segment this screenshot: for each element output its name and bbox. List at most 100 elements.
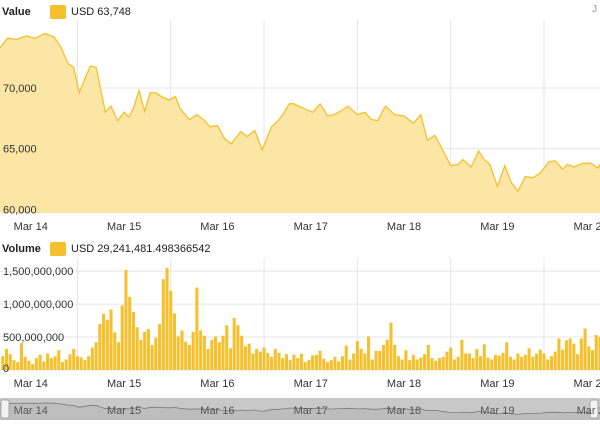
volume-bar [221,335,225,370]
volume-bar [434,360,438,370]
volume-bar [546,359,550,370]
volume-bar [120,305,124,370]
volume-bar [187,345,191,370]
volume-bar [538,349,542,370]
value-x-tick-label: Mar 15 [107,221,141,233]
navigator-x-tick-label: Mar 16 [200,405,234,417]
value-y-tick-label: 60,000 [3,204,37,216]
volume-x-tick-label: Mar 15 [107,378,141,390]
value-x-tick-label: Mar 19 [480,221,514,233]
volume-bar [549,356,554,370]
volume-bar [535,353,539,370]
volume-bar [591,350,595,370]
volume-bar [299,353,303,370]
volume-y-tick-label: 0 [3,363,9,375]
navigator-handle-left[interactable] [0,399,10,419]
volume-bar [180,330,184,370]
volume-bar [516,353,520,370]
volume-bar [240,335,244,370]
volume-bar [583,328,587,370]
volume-bar [281,358,285,370]
volume-bar [158,323,162,370]
volume-bar [378,350,382,370]
volume-bar [475,348,479,370]
volume-bar [161,279,165,370]
volume-bar [273,348,277,370]
volume-bar [64,359,68,370]
volume-bar [124,269,128,370]
value-legend-label: Value [2,6,31,18]
volume-bar [564,340,568,370]
value-legend-readout: USD 63,748 [71,6,131,18]
value-x-axis: Mar 14 Mar 15 Mar 16 Mar 17 Mar 18 Mar 19 Mar … [14,221,600,233]
volume-bar [363,353,367,370]
volume-bar [8,354,12,370]
value-area-fill [0,33,600,214]
volume-bar [210,339,214,370]
volume-bar [262,347,266,370]
volume-x-tick-label: Mar 16 [200,378,234,390]
volume-bar [270,356,274,370]
volume-bar [214,336,218,370]
value-x-tick-label: Mar 14 [14,221,48,233]
volume-bar [284,354,288,370]
volume-bar [329,360,333,370]
volume-bar [512,359,516,370]
volume-bar [243,346,247,370]
volume-bar [202,335,206,370]
volume-bar [553,351,557,370]
volume-bar [359,348,363,370]
volume-bar [83,360,87,370]
volume-bar [251,353,255,370]
volume-bar [505,342,509,370]
volume-bars[interactable] [1,267,600,370]
navigator-x-tick-label: Mar 18 [387,405,421,417]
navigator-x-tick-label: Mar 2 [577,405,600,417]
volume-bar [247,343,251,370]
volume-bar [195,287,199,370]
navigator[interactable]: Mar 14 Mar 15 Mar 16 Mar 17 Mar 18 Mar 19 Mar … [0,398,600,420]
volume-bar [288,360,292,370]
volume-bar [464,353,468,370]
volume-bar [255,348,259,370]
volume-y-tick-label: 1,500,000,000 [3,266,73,278]
volume-bar [523,354,527,370]
volume-bar [594,335,598,370]
volume-bar [46,353,50,370]
volume-x-tick-label: Mar 18 [387,378,421,390]
volume-bar [57,350,61,370]
volume-bar [598,337,600,370]
volume-bar [191,331,195,370]
volume-bar [49,358,53,370]
volume-bar [340,356,344,370]
volume-bar [232,318,236,370]
volume-bar [314,354,318,370]
volume-bar [352,353,356,370]
volume-bar [94,342,98,370]
value-y-tick-label: 70,000 [3,83,37,95]
volume-legend[interactable]: Volume USD 29,241,481.498366542 [0,240,210,258]
volume-bar [527,348,531,370]
value-legend[interactable]: Value USD 63,748 [0,3,131,21]
volume-bar [441,356,445,370]
volume-x-tick-label: Mar 17 [294,378,328,390]
volume-bar [60,362,65,370]
volume-x-axis: Mar 14 Mar 15 Mar 16 Mar 17 Mar 18 Mar 19 Mar … [14,378,600,390]
volume-bar [531,356,535,370]
volume-bar [165,267,169,370]
volume-bar [42,361,46,370]
volume-bar [404,350,408,370]
navigator-handle-right[interactable] [589,399,599,419]
volume-bar [292,354,296,370]
volume-bar [568,338,572,370]
value-series-line[interactable] [0,32,600,193]
volume-bar [460,339,464,370]
volume-y-tick-label: 1,000,000,000 [3,299,73,311]
volume-x-tick-label: Mar 14 [14,378,48,390]
volume-bar [184,341,188,370]
value-x-tick-label: Mar 16 [200,221,234,233]
navigator-x-tick-label: Mar 14 [14,405,48,417]
volume-y-tick-label: 500,000,000 [3,332,64,344]
volume-bar [131,312,135,370]
